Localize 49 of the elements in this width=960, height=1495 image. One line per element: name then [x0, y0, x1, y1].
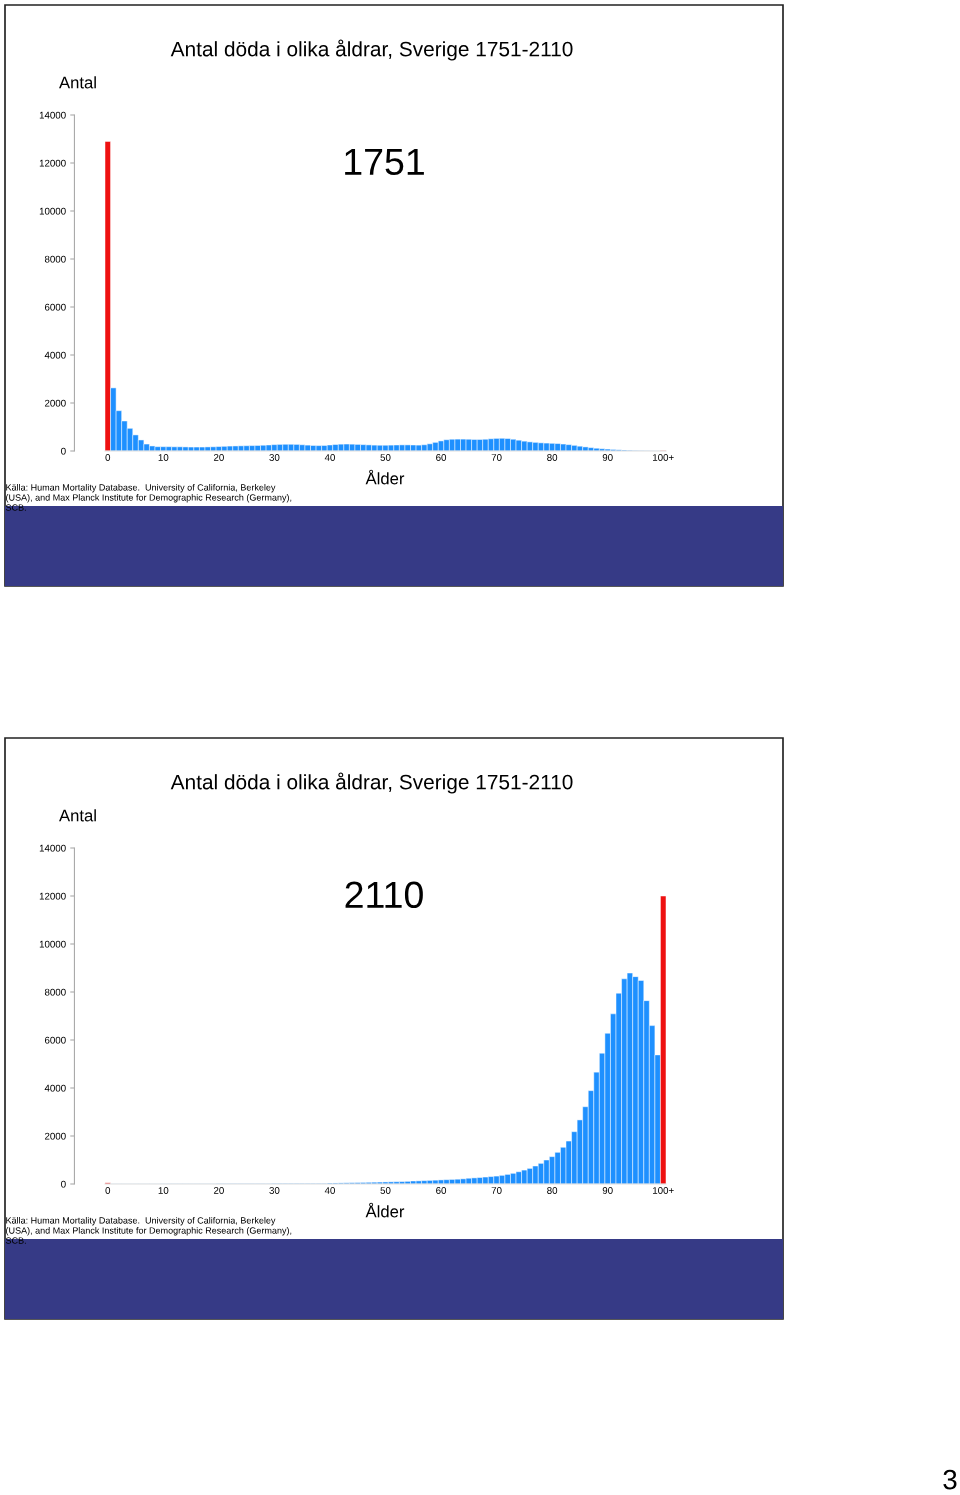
x-tick-label: 40 — [324, 1187, 335, 1194]
x-tick-label: 100+ — [653, 1187, 674, 1194]
x-tick-label: 30 — [269, 1187, 280, 1194]
chart-title: Antal döda i olika åldrar, Sverige 1751-2110 — [170, 772, 573, 794]
text: 1751 — [345, 148, 424, 176]
x-tick-label: 70 — [491, 454, 502, 461]
y-tick-label: 8000 — [44, 988, 66, 996]
y-tick-label: 8000 — [44, 255, 66, 263]
y-tick-label: 10000 — [39, 940, 66, 948]
x-tick-label: 10 — [158, 1187, 169, 1194]
x-tick-label: 50 — [380, 454, 391, 461]
y-tick-label: 10000 — [39, 207, 66, 215]
y-tick-label: 12000 — [39, 159, 66, 167]
x-tick-label: 0 — [105, 1187, 111, 1194]
text: Källa: Human Mortality Database. University of California, Berkeley (USA), and Max Planck Institute for Demographic Research (Germany), SCB. — [5, 484, 292, 511]
y-tick-label: 4000 — [44, 351, 66, 359]
x-tick-label: 90 — [602, 454, 613, 461]
y-tick-label: 2000 — [44, 399, 66, 407]
x-tick-label: 30 — [269, 454, 280, 461]
text: Källa: Human Mortality Database. University of California, Berkeley (USA), and Max Planck Institute for Demographic Research (Germany), SCB. — [5, 1217, 292, 1244]
x-tick-label: 20 — [213, 1187, 224, 1194]
x-tick-label: 20 — [213, 454, 224, 461]
y-tick-label: 14000 — [39, 111, 66, 119]
y-tick-label: 12000 — [39, 892, 66, 900]
y-tick-label: 0 — [61, 1180, 66, 1188]
x-tick-label: 10 — [158, 454, 169, 461]
x-tick-label: 60 — [436, 1187, 447, 1194]
y-tick-label: 2000 — [44, 1132, 66, 1140]
chart-title: Antal döda i olika åldrar, Sverige 1751-2110 — [170, 39, 573, 61]
y-tick-label: 4000 — [44, 1084, 66, 1092]
x-axis-title: Ålder — [365, 1202, 405, 1218]
y-axis-title: Antal — [59, 809, 96, 822]
x-tick-label: 50 — [380, 1187, 391, 1194]
y-tick-label: 6000 — [44, 303, 66, 311]
text: 2110 — [345, 881, 423, 909]
text: 3 — [943, 1469, 957, 1490]
y-tick-label: 6000 — [44, 1036, 66, 1044]
x-tick-label: 80 — [547, 454, 558, 461]
x-tick-label: 80 — [547, 1187, 558, 1194]
y-tick-label: 0 — [61, 447, 66, 455]
x-tick-label: 70 — [491, 1187, 502, 1194]
x-tick-label: 0 — [105, 454, 111, 461]
y-tick-label: 14000 — [39, 844, 66, 852]
x-tick-label: 40 — [324, 454, 335, 461]
x-axis-title: Ålder — [365, 469, 405, 485]
y-axis-title: Antal — [59, 76, 96, 89]
x-tick-label: 60 — [436, 454, 447, 461]
x-tick-label: 100+ — [653, 454, 674, 461]
x-tick-label: 90 — [602, 1187, 613, 1194]
